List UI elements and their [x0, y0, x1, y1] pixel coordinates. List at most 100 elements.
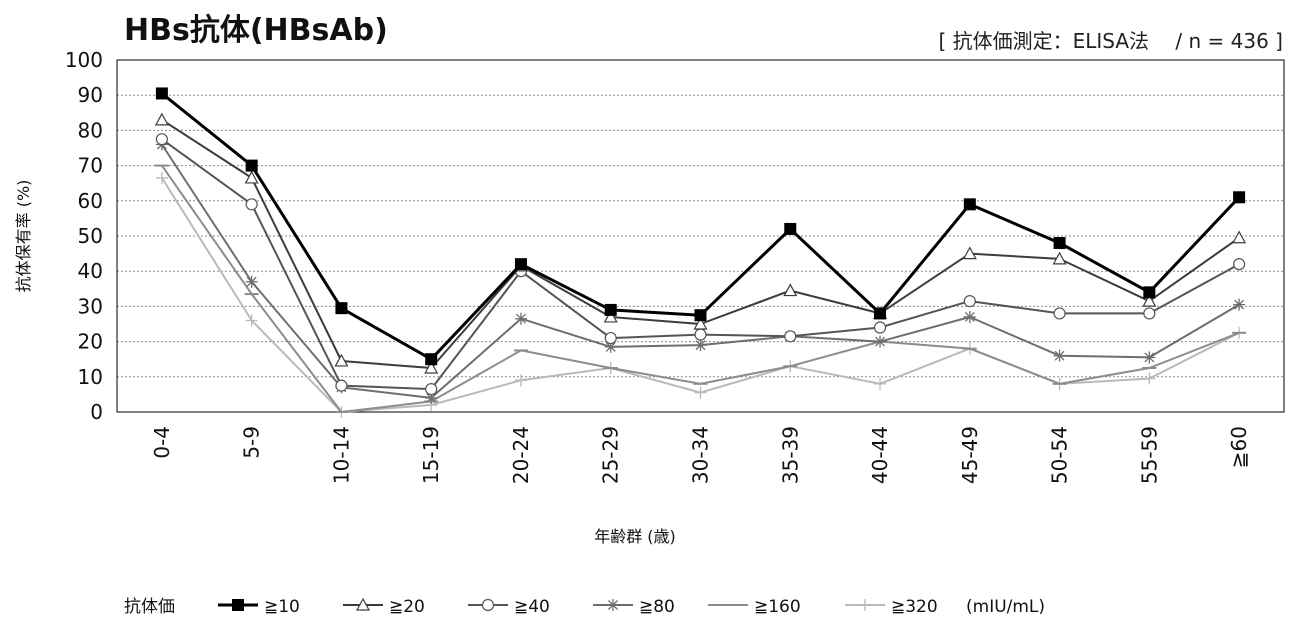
legend-label: ≧80	[639, 597, 675, 617]
data-point	[514, 374, 527, 387]
x-axis-label: 年齢群 (歳)	[594, 527, 676, 546]
data-point	[784, 222, 797, 235]
data-point	[694, 386, 707, 399]
series-5	[154, 164, 1247, 413]
series-1	[155, 87, 1246, 366]
data-point	[784, 330, 797, 343]
y-tick-label: 40	[78, 259, 103, 283]
data-point	[1143, 372, 1156, 385]
data-point	[1052, 251, 1067, 265]
data-point	[514, 258, 527, 271]
data-point	[244, 170, 259, 184]
data-point	[155, 87, 168, 100]
data-point	[424, 360, 439, 374]
x-tick-label: 50-54	[1048, 426, 1072, 484]
series-line	[161, 165, 1240, 413]
data-point	[603, 309, 618, 323]
y-tick-label: 90	[78, 83, 103, 107]
data-point	[425, 391, 438, 404]
data-point	[1233, 298, 1246, 311]
x-tick-labels: 0-4 5-9 10-14 15-19 20-24 25-29 30-34 35-39 40-4…	[150, 426, 1251, 484]
data-point	[335, 302, 348, 315]
y-tick-label: 30	[78, 294, 103, 318]
data-point	[1053, 307, 1066, 320]
data-point	[604, 303, 617, 316]
y-tick-label: 0	[90, 400, 103, 424]
data-point	[694, 309, 707, 322]
data-point	[1143, 286, 1156, 299]
legend-item: ≧40	[468, 597, 550, 617]
data-point	[1143, 307, 1156, 320]
x-tick-label: 25-29	[599, 426, 623, 484]
legend-item: ≧320	[845, 597, 938, 617]
plot-area	[116, 59, 1285, 413]
data-point	[963, 198, 976, 211]
legend: 抗体価 ≧10 ≧20 ≧40 ≧80 ≧160 ≧320 (mIU/mL)	[124, 597, 1045, 617]
data-point	[604, 340, 617, 353]
series-layer	[154, 87, 1247, 418]
legend-label: ≧320	[891, 597, 938, 617]
data-point	[245, 198, 258, 211]
x-tick-label: 40-44	[868, 426, 892, 484]
y-tick-label: 50	[78, 224, 103, 248]
legend-label: ≧160	[754, 597, 801, 617]
legend-item: ≧10	[218, 597, 300, 617]
legend-marker	[607, 599, 619, 611]
chart-subtitle: [ 抗体価測定：ELISA法 / n = 436 ]	[938, 29, 1283, 53]
legend-label: ≧40	[514, 597, 550, 617]
chart-title: HBs抗体(HBsAb)	[124, 13, 388, 48]
data-point	[874, 335, 887, 348]
legend-unit: (mIU/mL)	[966, 597, 1045, 617]
x-tick-label: 15-19	[419, 426, 443, 484]
data-point	[783, 283, 798, 297]
y-tick-label: 100	[65, 48, 103, 72]
data-point	[694, 339, 707, 352]
legend-label: ≧20	[389, 597, 425, 617]
data-point	[1053, 349, 1066, 362]
x-tick-label: 0-4	[150, 426, 174, 459]
legend-marker	[859, 599, 871, 611]
data-point	[154, 112, 169, 126]
legend-marker	[481, 598, 495, 612]
data-point	[1232, 230, 1247, 244]
data-point	[873, 321, 887, 334]
data-point	[962, 246, 977, 260]
y-tick-label: 20	[78, 330, 103, 354]
y-tick-label: 70	[78, 154, 103, 178]
series-3	[155, 133, 1246, 396]
x-tick-label: ≧60	[1227, 426, 1251, 468]
y-axis-label: 抗体保有率 (%)	[14, 180, 33, 293]
data-point	[155, 133, 168, 146]
x-tick-label: 30-34	[689, 426, 713, 484]
y-tick-labels: 0 10 20 30 40 50 60 70 80 90 100	[65, 48, 103, 424]
x-tick-label: 45-49	[958, 426, 982, 484]
data-point	[425, 353, 438, 366]
series-6	[155, 171, 1246, 418]
gridlines	[117, 94, 1284, 378]
data-point	[694, 328, 707, 341]
data-point	[514, 312, 527, 325]
y-tick-label: 10	[78, 365, 103, 389]
data-point	[335, 379, 348, 392]
y-tick-label: 60	[78, 189, 103, 213]
x-tick-label: 55-59	[1137, 426, 1161, 484]
legend-marker	[232, 599, 244, 611]
data-point	[604, 331, 617, 345]
data-point	[963, 295, 976, 308]
data-point	[155, 171, 168, 184]
data-point	[334, 353, 349, 367]
data-point	[425, 383, 438, 396]
data-point	[693, 316, 708, 330]
legend-label: ≧10	[264, 597, 300, 617]
x-tick-label: 10-14	[329, 426, 353, 484]
legend-title: 抗体価	[124, 597, 175, 617]
x-tick-label: 5-9	[240, 426, 264, 459]
data-point	[874, 377, 887, 390]
y-tick-label: 80	[78, 118, 103, 142]
legend-item: ≧20	[343, 597, 425, 617]
data-point	[1143, 351, 1156, 364]
data-point	[245, 314, 258, 327]
data-point	[1233, 191, 1246, 204]
data-point	[963, 310, 976, 323]
x-tick-label: 35-39	[778, 426, 802, 484]
